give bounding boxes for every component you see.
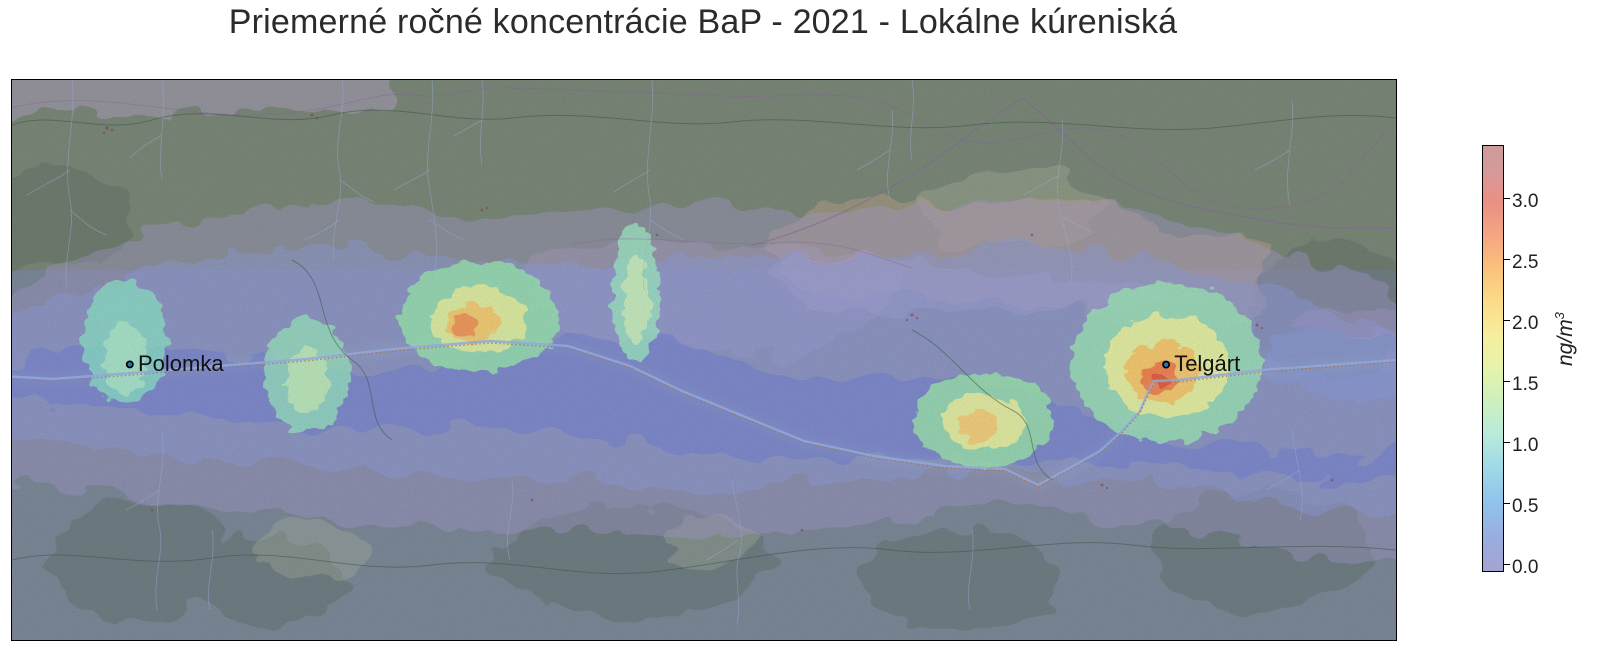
- svg-text:Telgárt: Telgárt: [1174, 351, 1240, 376]
- svg-text:Polomka: Polomka: [138, 351, 224, 376]
